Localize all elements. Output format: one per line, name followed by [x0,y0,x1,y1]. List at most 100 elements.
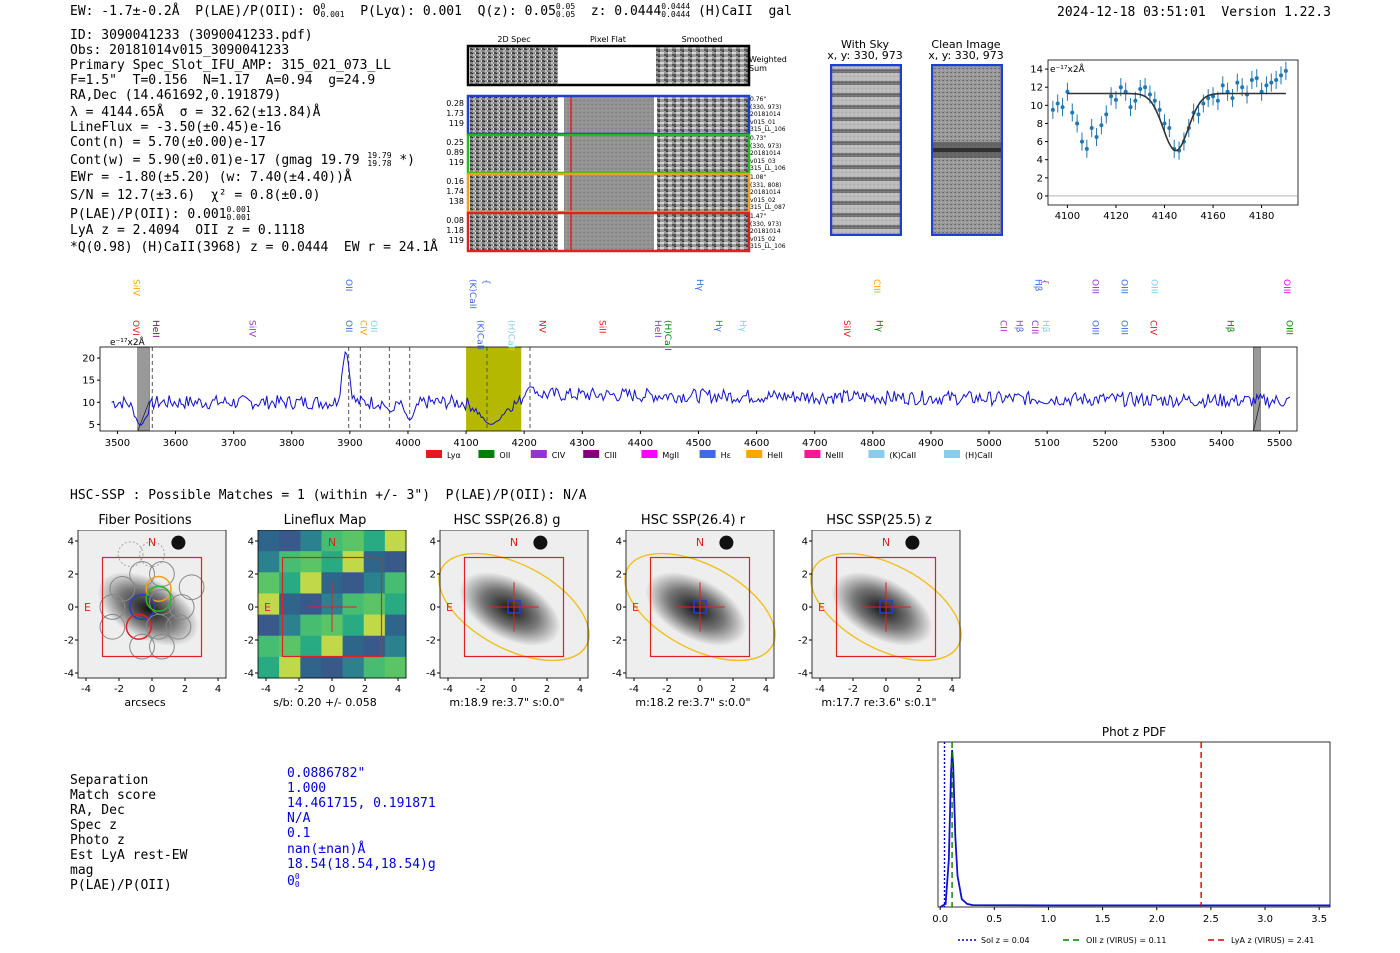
lineflux-cell [258,551,280,573]
row-stat-left: 119 [448,236,464,245]
zoom-x-tick-label: 4140 [1152,211,1177,222]
fiber-circle [117,541,144,568]
panel-y-tick-label: 2 [802,570,808,581]
spectral-line-label-lower: OIII [1119,320,1129,335]
header-qz-limits: 0.05 0.05 [555,2,576,19]
fiber-circle [145,575,172,602]
panel-y-tick-label: 4 [802,537,808,548]
row-stat-left: 0.89 [446,148,464,157]
row-stat-right: 20181014 [750,228,781,235]
zoom-y-tick-label: 0 [1037,191,1043,202]
panel-y-tick-label: -4 [244,669,254,680]
info-obs: Obs: 20181014v015_3090041233 [70,43,290,58]
spectral-line-label-lower: OII [343,320,353,332]
legend-label: NeIII [825,451,843,460]
row-gap [558,213,564,251]
clean-image-title: Clean Image [931,38,1001,51]
match-label: Est LyA rest-EW [70,848,188,863]
spectrum-flux-line [111,350,1291,426]
fiber-circle [145,585,172,612]
spectrum-x-tick-label: 4500 [686,438,711,449]
spectral-line-label-lower: CII [998,320,1008,332]
panel-y-tick-label: -2 [64,636,74,647]
weighted-flat-image [558,47,656,84]
match-value: N/A [287,811,311,826]
zoom-data-point [1201,101,1206,106]
spectral-line-label-lower: Hγ [713,320,723,333]
east-label: E [264,601,271,614]
zoom-data-point [1079,139,1084,144]
spectrum-y-tick-label: 10 [82,398,95,409]
header-plae: P(LAE)/P(OII): 0 [195,4,321,19]
header-plae-limits: 0 0.001 [320,2,345,19]
lineflux-cell [300,614,322,637]
aperture-ellipse [438,552,590,662]
pz-title: Phot z PDF [1102,725,1166,739]
spectrum-x-tick-label: 5200 [1093,438,1118,449]
zoom-data-point [1269,80,1274,85]
pz-axes-frame [937,741,1331,908]
row-stat-right: (331, 808) [750,181,782,189]
spectral-line-label-lower: HeII [150,320,160,338]
row-flat-noise [564,213,656,251]
panel-x-tick-label: 2 [916,684,922,695]
row-stat-right: 20181014 [750,189,781,196]
weighted-sum-label: Weighted Sum [749,55,787,73]
match-plae-sup: 0 [294,872,300,881]
row-2d-image [470,213,558,251]
zoom-data-point [1157,107,1162,112]
spectrum-y-tick-label: 15 [82,376,95,387]
zoom-data-point [1133,98,1138,103]
spectrum-x-tick-label: 5500 [1267,438,1292,449]
spectrum-x-tick-label: 4400 [628,438,653,449]
clean-image-coords: x, y: 330, 973 [928,49,1004,62]
info-lambda-sigma: λ = 4144.65Å σ = 32.62(±13.84)Å [70,105,321,120]
info-fiber-params: F=1.5" T=0.156 N=1.17 A=0.94 g=24.9 [70,73,376,88]
spectral-line-label-lower: (H)CaII [662,320,672,351]
spectral-line-label-lower: SiIV [841,320,851,338]
panel-y-tick-label: -4 [426,669,436,680]
panel-x-tick-label: 4 [215,684,221,695]
spectrum-x-tick-label: 3800 [279,438,304,449]
zoom-data-point [1128,105,1133,110]
panel-y-tick-label: 0 [616,603,622,614]
neighbor-star [171,535,186,550]
masked-hatch [1253,400,1261,432]
spectrum-axes-frame [99,346,1298,432]
match-value: 0.0886782" [287,766,366,781]
weighted-smooth-image [656,47,748,84]
lineflux-cell [279,635,301,658]
search-box [649,556,751,658]
aperture-ellipse [624,552,776,662]
zoom-data-point [1167,125,1172,130]
panel-x-tick-label: 0 [329,684,335,695]
zoom-y-tick-label: 4 [1037,155,1043,166]
north-label: N [148,536,156,549]
row-smooth-image [656,174,748,212]
legend-swatch [530,450,547,458]
lineflux-cell [342,551,365,573]
row-stat-left: 1.18 [446,226,464,235]
spectrum-x-tick-label: 5000 [976,438,1001,449]
pz-x-tick-label: 0.0 [932,914,948,925]
match-label: Spec z [70,818,117,833]
lineflux-cell [300,593,322,616]
spectrum-x-tick-label: 4100 [453,438,478,449]
row-stat-left: 1.73 [446,109,464,118]
lineflux-cell [321,656,344,679]
info-sn-chi2: S/N = 12.7(±3.6) χ² = 0.8(±0.0) [70,188,321,203]
panel-x-tick-label: 2 [730,684,736,695]
zoom-data-point [1240,85,1245,90]
panel-x-tick-label: -4 [815,684,825,695]
info-gmag-limits: 19.79 19.78 [367,151,392,168]
east-label: E [818,601,825,614]
spectral-line-label-upper: OIII [1090,279,1100,294]
fiber-circle [128,593,156,621]
spectral-line-label-lower: Hγ [737,320,747,333]
panel-x-tick-label: -2 [114,684,124,695]
row-stat-right: v015_02 [750,196,776,204]
match-value: 00 0 [287,872,300,890]
spectral-line-label-lower: HeII [652,320,662,338]
lineflux-cell [279,593,301,616]
match-value: nan(±nan)Å [287,842,366,857]
